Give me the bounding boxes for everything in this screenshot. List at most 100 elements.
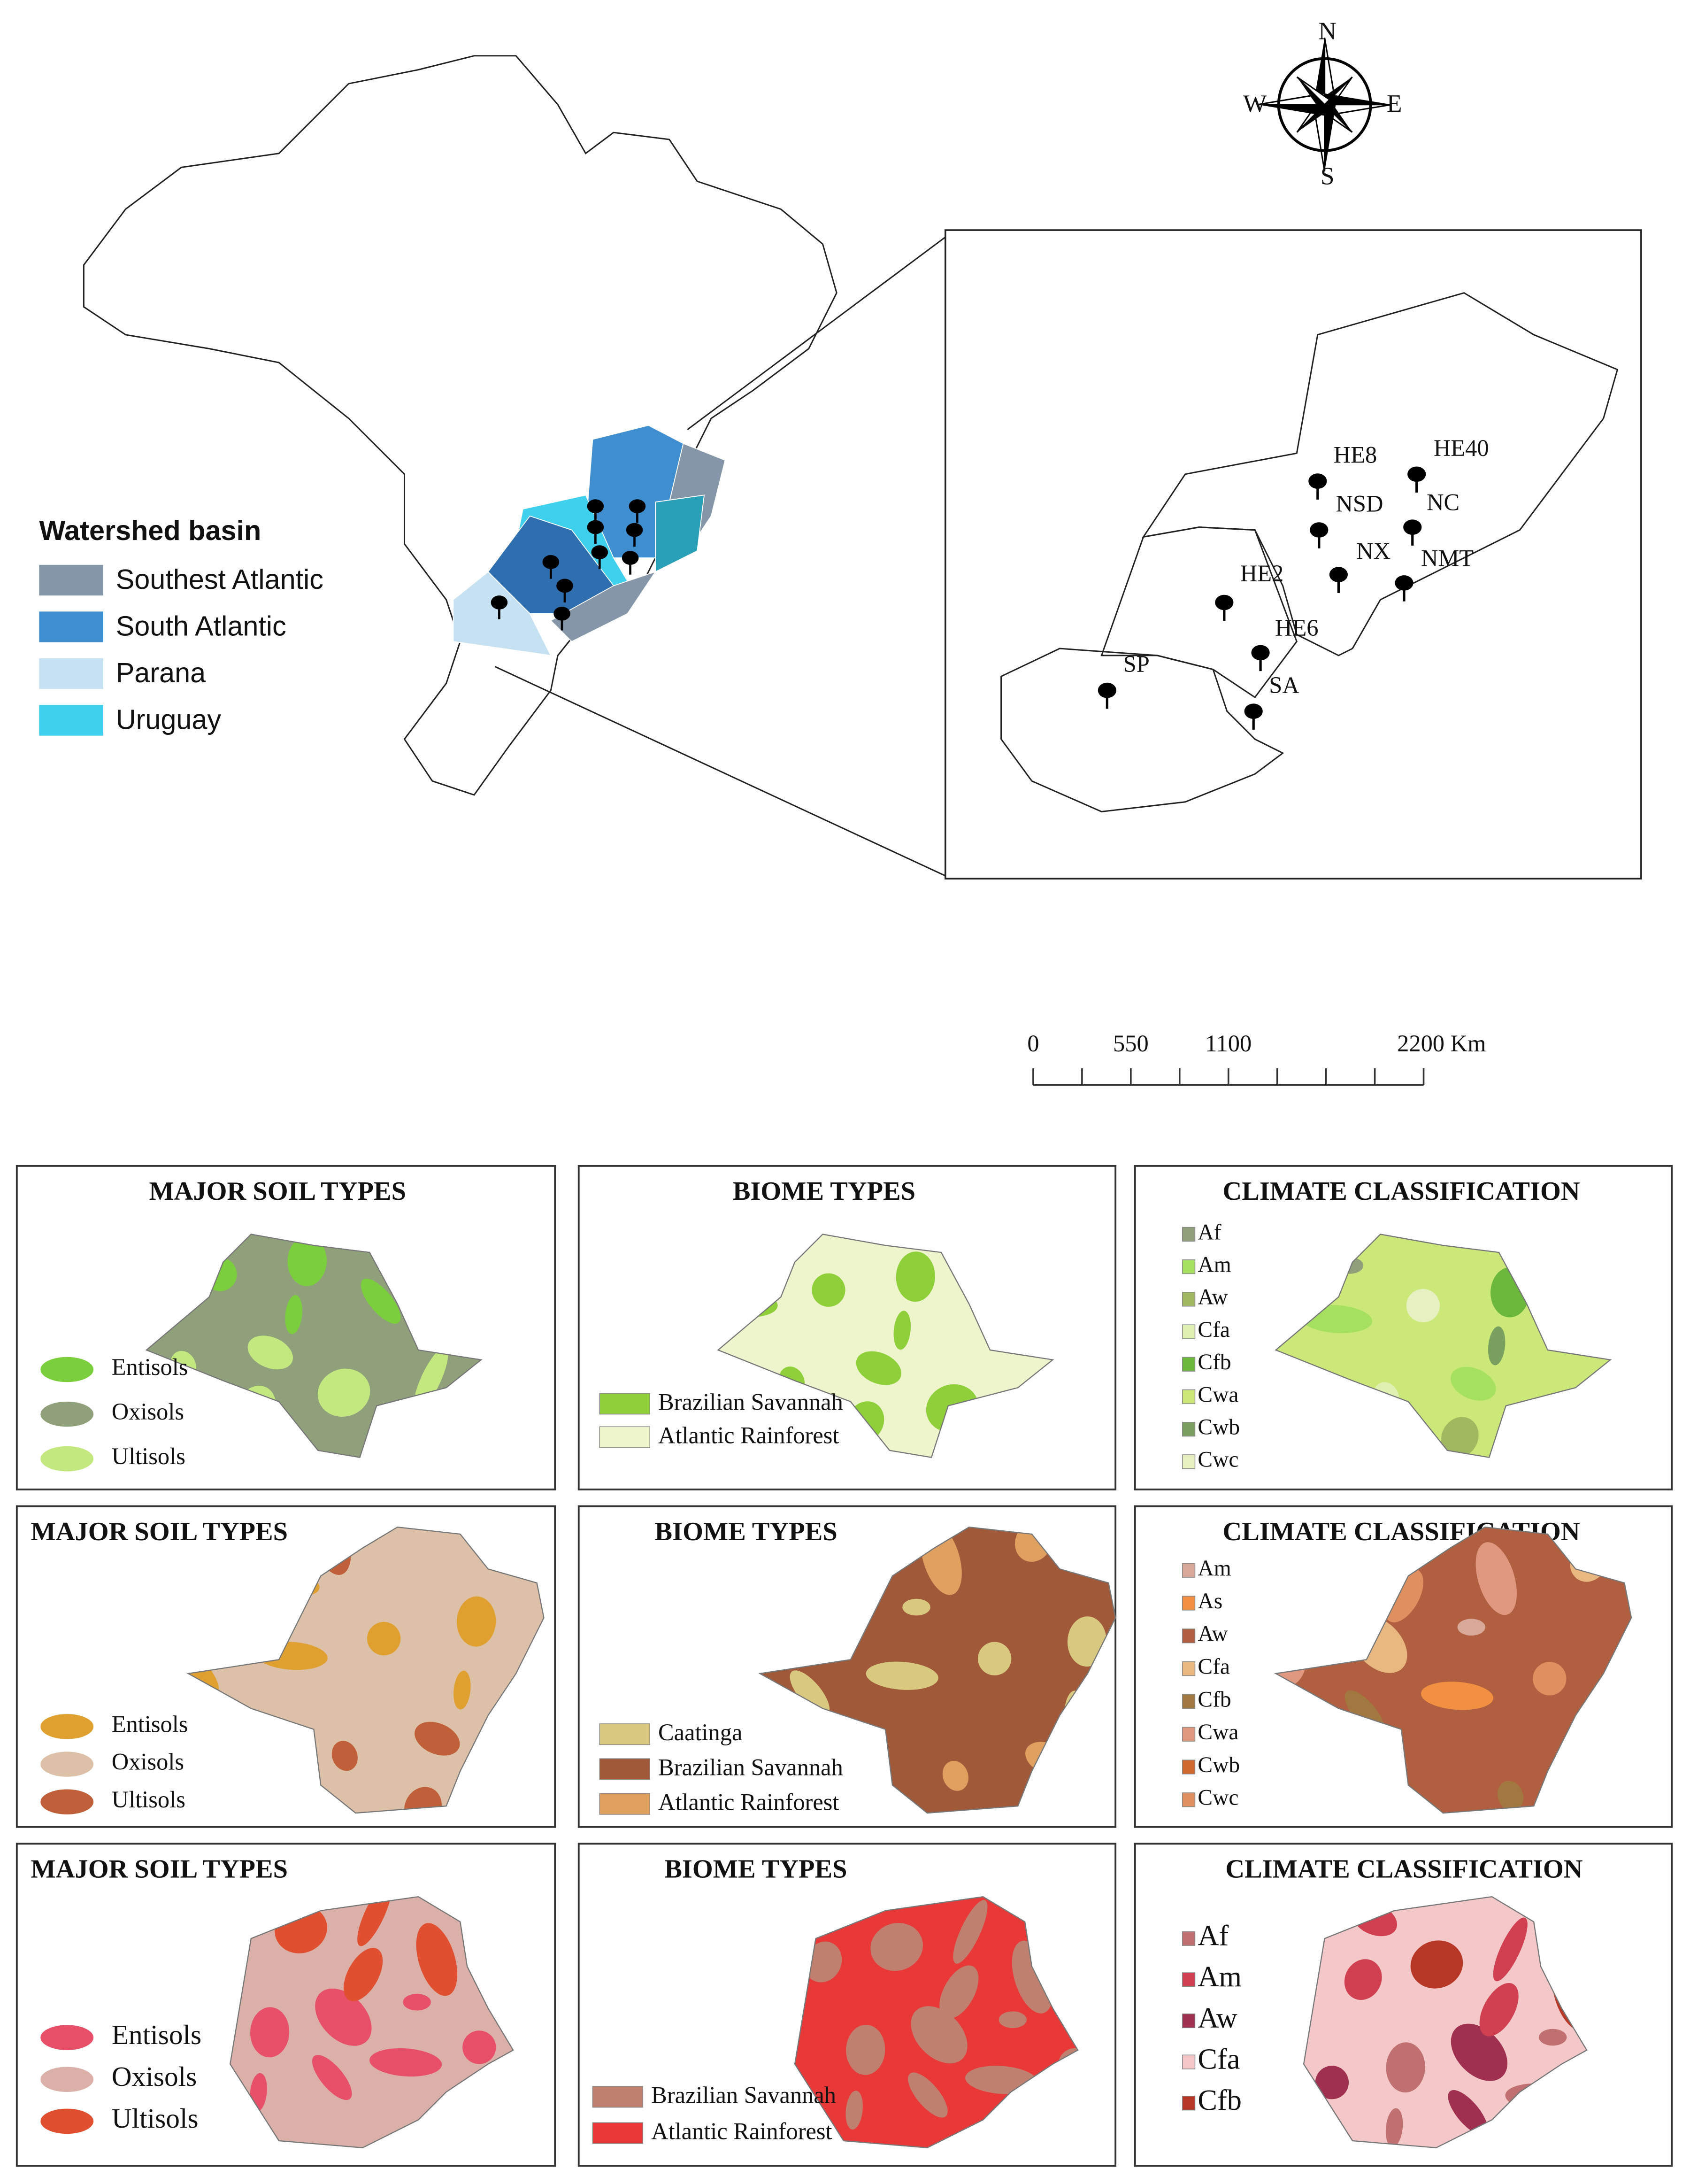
region-patch [902, 1598, 930, 1616]
legend-label: Atlantic Rainforest [658, 1422, 839, 1449]
region-patch [456, 1596, 496, 1647]
compass-point [1297, 77, 1325, 110]
region-patch [893, 1311, 911, 1350]
scale-label: 0 [1027, 1030, 1039, 1057]
site-label: HE6 [1275, 615, 1319, 641]
legend-label: Cfb [1198, 2084, 1242, 2116]
legend-swatch [40, 1401, 94, 1427]
legend-label: Entisols [112, 1354, 188, 1380]
region-patch [1493, 1917, 1528, 1982]
region-outline [717, 1234, 1054, 1458]
legend-swatch [1182, 1324, 1196, 1339]
region-patch [317, 1368, 370, 1417]
legend-label: Am [1198, 1556, 1231, 1581]
legend-swatch [1182, 1760, 1196, 1775]
legend-swatch [599, 1393, 650, 1415]
legend-label: Atlantic Rainforest [651, 2118, 832, 2145]
basin [550, 571, 657, 642]
legend-label: Uruguay [116, 704, 222, 735]
region-patch [866, 1661, 938, 1690]
legend-label: Oxisols [112, 1398, 184, 1425]
legend-label: Aw [1198, 1622, 1228, 1646]
basin [453, 571, 552, 656]
legend-label: Ultisols [112, 1786, 185, 1813]
legend-swatch [1182, 1259, 1196, 1274]
legend-label: Am [1198, 1960, 1242, 1993]
state-outline [1142, 292, 1619, 656]
region-outline [1275, 1234, 1612, 1458]
basin [655, 494, 705, 573]
compass-point [1324, 93, 1392, 105]
legend-label: Cfb [1198, 1350, 1231, 1374]
region-patch [1451, 2023, 1508, 2081]
region-patch [312, 2055, 352, 2100]
site-label: SP [1123, 651, 1150, 677]
region-patch [942, 1760, 968, 1791]
site-label: NX [1356, 538, 1390, 564]
region-patch [812, 1273, 845, 1307]
legend-swatch [40, 1752, 94, 1777]
region-patch [1344, 1959, 1382, 2000]
legend-swatch [1182, 2013, 1196, 2029]
region-outline [1303, 1896, 1588, 2148]
legend-swatch [1182, 1563, 1196, 1578]
region-patch [1385, 2108, 1403, 2147]
region-outline [145, 1234, 483, 1458]
legend-label: Parana [116, 657, 206, 688]
region-patch [343, 1948, 383, 2001]
region-patch [1410, 1940, 1463, 1989]
site-marker [1403, 519, 1422, 535]
panel-title: BIOME TYPES [655, 1517, 837, 1546]
site-marker [629, 499, 646, 513]
region-patch [856, 1351, 902, 1385]
site-marker [587, 520, 604, 534]
legend-swatch [599, 1426, 650, 1448]
legend-swatch [39, 658, 103, 689]
panel-title: MAJOR SOIL TYPES [31, 1517, 288, 1546]
legend-label: South Atlantic [116, 610, 286, 642]
legend-swatch [1182, 2054, 1196, 2069]
region-outline [186, 1526, 545, 1814]
region-patch [908, 2072, 948, 2118]
region-patch [462, 2030, 496, 2064]
panel-map [795, 1897, 1078, 2148]
site-marker [1308, 473, 1327, 489]
site-label: NC [1427, 489, 1460, 516]
legend-swatch [1182, 1792, 1196, 1807]
site-marker [1310, 522, 1329, 538]
legend-swatch [40, 1714, 94, 1739]
site-marker [622, 551, 639, 565]
panel-title: MAJOR SOIL TYPES [31, 1855, 288, 1884]
legend-label: Brazilian Savannah [658, 1389, 843, 1415]
site-marker [1407, 466, 1426, 482]
legend-swatch [1182, 1931, 1196, 1946]
legend-swatch [39, 705, 103, 736]
legend-swatch [40, 2067, 94, 2092]
region-patch [361, 1279, 401, 1324]
region-outline [229, 1896, 514, 2148]
legend-swatch [1182, 1694, 1196, 1709]
region-fill [1275, 1234, 1611, 1458]
site-label: NMT [1421, 545, 1474, 571]
legend-swatch [1182, 1727, 1196, 1742]
panel-title: CLIMATE CLASSIFICATION [1225, 1855, 1582, 1884]
region-patch [978, 1642, 1012, 1675]
legend-label: Caatinga [658, 1719, 742, 1745]
site-marker [591, 545, 608, 559]
site-label: SA [1269, 672, 1299, 698]
region-outline [1274, 1526, 1632, 1814]
legend-swatch [1182, 1227, 1196, 1242]
region-patch [1479, 1983, 1519, 2037]
legend-label: Cwb [1198, 1415, 1240, 1440]
region-patch [1386, 2042, 1425, 2093]
legend-label: Cfa [1198, 1318, 1230, 1342]
site-label: HE8 [1334, 442, 1377, 468]
site-marker [587, 499, 604, 513]
legend-title: Watershed basin [39, 515, 261, 546]
legend-swatch [40, 2025, 94, 2050]
legend-label: Aw [1198, 1285, 1228, 1310]
region-patch [247, 1335, 293, 1370]
site-label: HE2 [1240, 560, 1284, 587]
